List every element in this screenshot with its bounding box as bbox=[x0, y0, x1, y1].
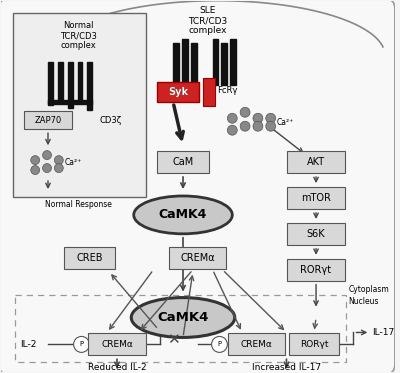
Circle shape bbox=[31, 156, 40, 164]
Bar bbox=[191, 43, 197, 85]
Text: Normal Response: Normal Response bbox=[45, 200, 112, 209]
Text: ✕: ✕ bbox=[167, 332, 180, 347]
Bar bbox=[203, 78, 214, 106]
FancyBboxPatch shape bbox=[169, 247, 226, 269]
Text: RORγt: RORγt bbox=[300, 340, 328, 349]
Text: Reduced IL-2: Reduced IL-2 bbox=[88, 363, 146, 372]
Text: SLE
TCR/CD3
complex: SLE TCR/CD3 complex bbox=[188, 6, 227, 35]
Text: Cytoplasm: Cytoplasm bbox=[348, 285, 389, 294]
FancyBboxPatch shape bbox=[24, 111, 72, 129]
Text: CREMα: CREMα bbox=[101, 340, 133, 349]
Ellipse shape bbox=[134, 196, 232, 234]
Circle shape bbox=[240, 121, 250, 131]
Bar bbox=[222, 43, 227, 85]
Text: CD3ζ: CD3ζ bbox=[99, 116, 122, 125]
Bar bbox=[182, 38, 188, 85]
Text: Syk: Syk bbox=[168, 87, 188, 97]
Circle shape bbox=[266, 113, 276, 123]
FancyBboxPatch shape bbox=[288, 259, 345, 280]
Text: Ca²⁺: Ca²⁺ bbox=[277, 118, 294, 127]
Text: S6K: S6K bbox=[307, 229, 325, 239]
Circle shape bbox=[54, 164, 63, 173]
Bar bbox=[68, 62, 73, 108]
FancyBboxPatch shape bbox=[288, 187, 345, 209]
Circle shape bbox=[74, 336, 89, 352]
Text: CaMK4: CaMK4 bbox=[157, 311, 209, 324]
Bar bbox=[88, 62, 92, 110]
Circle shape bbox=[266, 121, 276, 131]
Text: FcRγ: FcRγ bbox=[218, 86, 238, 95]
Text: CREMα: CREMα bbox=[241, 340, 273, 349]
Circle shape bbox=[42, 164, 52, 173]
Circle shape bbox=[31, 166, 40, 175]
Text: mTOR: mTOR bbox=[301, 193, 331, 203]
Circle shape bbox=[227, 125, 237, 135]
Text: CaM: CaM bbox=[172, 157, 194, 167]
Text: CREB: CREB bbox=[76, 253, 103, 263]
Text: IL-2: IL-2 bbox=[20, 340, 36, 349]
Bar bbox=[173, 43, 179, 85]
FancyBboxPatch shape bbox=[157, 82, 199, 102]
Text: Nucleus: Nucleus bbox=[348, 297, 379, 306]
Text: Syk: Syk bbox=[168, 87, 188, 97]
Text: P: P bbox=[80, 341, 84, 347]
Circle shape bbox=[42, 151, 52, 160]
Text: AKT: AKT bbox=[307, 157, 325, 167]
Text: Ca²⁺: Ca²⁺ bbox=[65, 157, 82, 167]
Circle shape bbox=[227, 113, 237, 123]
FancyBboxPatch shape bbox=[88, 333, 146, 355]
Text: Increased IL-17: Increased IL-17 bbox=[252, 363, 321, 372]
Bar bbox=[58, 62, 63, 100]
FancyBboxPatch shape bbox=[64, 247, 115, 269]
Bar bbox=[48, 100, 92, 104]
FancyBboxPatch shape bbox=[288, 151, 345, 173]
FancyBboxPatch shape bbox=[12, 13, 146, 197]
Circle shape bbox=[253, 113, 263, 123]
Circle shape bbox=[212, 336, 227, 352]
Ellipse shape bbox=[131, 298, 235, 338]
FancyBboxPatch shape bbox=[288, 223, 345, 245]
Bar bbox=[48, 62, 53, 105]
FancyBboxPatch shape bbox=[228, 333, 286, 355]
Bar bbox=[230, 38, 236, 85]
Bar bbox=[78, 62, 82, 100]
Text: CaMK4: CaMK4 bbox=[159, 209, 207, 222]
FancyBboxPatch shape bbox=[290, 333, 339, 355]
FancyBboxPatch shape bbox=[157, 151, 209, 173]
Text: RORγt: RORγt bbox=[300, 265, 332, 275]
Circle shape bbox=[240, 107, 250, 117]
Circle shape bbox=[54, 156, 63, 164]
Text: IL-17: IL-17 bbox=[372, 328, 394, 337]
Bar bbox=[212, 38, 218, 85]
Text: ZAP70: ZAP70 bbox=[34, 116, 62, 125]
Circle shape bbox=[253, 121, 263, 131]
Text: P: P bbox=[218, 341, 222, 347]
Text: CREMα: CREMα bbox=[180, 253, 215, 263]
Text: Normal
TCR/CD3
complex: Normal TCR/CD3 complex bbox=[60, 21, 97, 50]
